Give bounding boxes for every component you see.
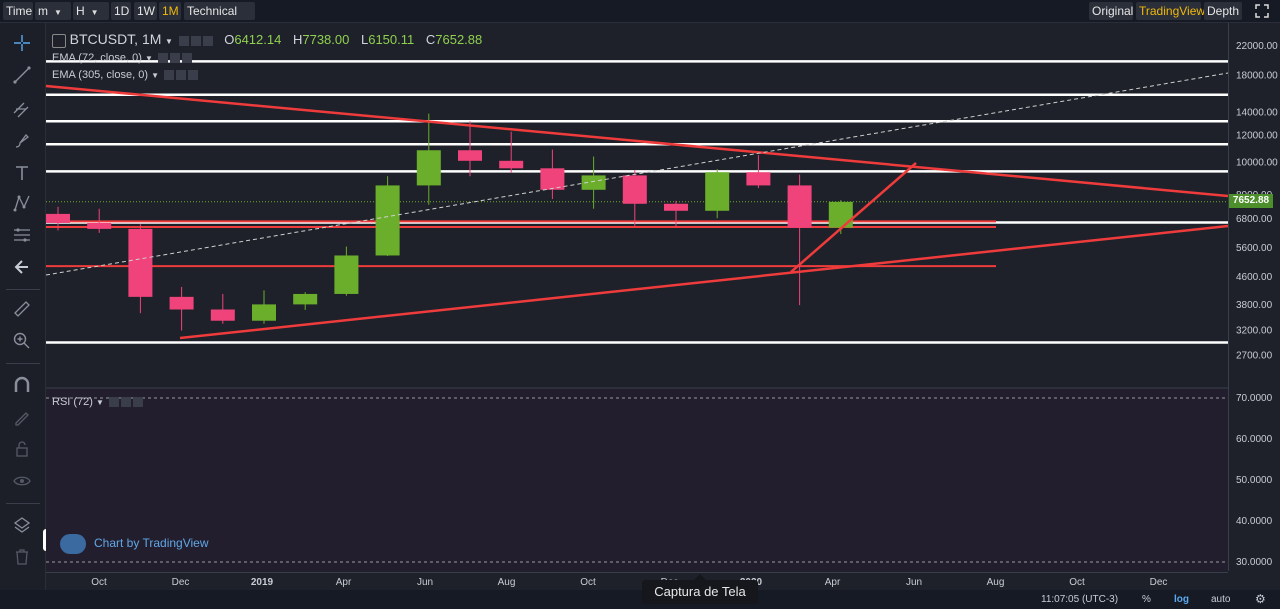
price-axis[interactable]: [1228, 23, 1280, 571]
tradingview-logo-icon: [60, 534, 86, 554]
settings-icon[interactable]: [190, 35, 201, 46]
percent-toggle[interactable]: %: [1142, 594, 1151, 605]
fib-icon[interactable]: [10, 223, 34, 247]
open-value: 6412.14: [234, 32, 282, 47]
rsi-pane[interactable]: [46, 389, 1228, 571]
ruler-icon[interactable]: [10, 297, 34, 321]
tradingview-watermark[interactable]: Chart by TradingView: [60, 534, 209, 554]
crosshair-icon[interactable]: [10, 31, 34, 55]
ema-305-legend[interactable]: EMA (305, close, 0) ▼: [52, 69, 199, 81]
ema-72-legend[interactable]: EMA (72, close, 0) ▼: [52, 52, 192, 64]
price-pane[interactable]: [46, 23, 1228, 388]
last-price-tag: 7652.88: [1229, 194, 1273, 208]
interval-1d-button[interactable]: 1D: [111, 2, 131, 20]
text-icon[interactable]: [10, 161, 34, 185]
tab-original[interactable]: Original: [1089, 2, 1133, 20]
eye-icon[interactable]: [164, 70, 175, 81]
back-arrow-icon[interactable]: [10, 255, 34, 279]
toolbar-divider: [6, 289, 40, 290]
settings-icon[interactable]: [176, 70, 187, 81]
chevron-down-icon: ▼: [54, 8, 62, 17]
technical-indicators-button[interactable]: Technical Ind: [184, 2, 255, 36]
close-value: 7652.88: [435, 32, 483, 47]
gear-icon[interactable]: ⚙: [1255, 592, 1266, 606]
clock-display[interactable]: 11:07:05 (UTC-3): [1041, 594, 1119, 605]
tab-depth[interactable]: Depth: [1204, 2, 1242, 20]
bottom-bar: 11:07:05 (UTC-3) % log auto ⚙: [0, 590, 1280, 609]
magnet-icon[interactable]: [10, 373, 34, 397]
chevron-down-icon[interactable]: ▼: [165, 37, 173, 46]
time-label: Time: [3, 2, 33, 20]
ema-72-label: EMA (72, close, 0): [52, 52, 142, 64]
eye-icon[interactable]: [109, 397, 120, 408]
interval-1m-button[interactable]: 1M: [159, 2, 181, 20]
time-axis[interactable]: [46, 572, 1228, 591]
top-toolbar: Time m▼ H▼ 1D 1W 1M Technical Ind Origin…: [0, 0, 1280, 36]
settings-icon[interactable]: [169, 53, 180, 64]
settings-icon[interactable]: [121, 397, 132, 408]
tab-tradingview[interactable]: TradingView: [1136, 2, 1205, 20]
lock-icon[interactable]: [10, 437, 34, 461]
trash-icon[interactable]: [10, 545, 34, 569]
chevron-down-icon: ▼: [90, 8, 99, 17]
screenshot-tooltip: Captura de Tela: [642, 574, 758, 604]
minute-interval-select[interactable]: m ▼: [35, 2, 71, 20]
close-icon[interactable]: [181, 53, 192, 64]
chevron-down-icon[interactable]: ▼: [144, 54, 153, 63]
symbol-label[interactable]: BTCUSDT, 1M: [69, 31, 162, 47]
interval-1w-button[interactable]: 1W: [134, 2, 157, 20]
pitchfork-icon[interactable]: [10, 97, 34, 121]
hour-select-label: H: [76, 4, 85, 18]
low-value: 6150.11: [368, 32, 415, 47]
eye-icon[interactable]: [10, 469, 34, 493]
watermark-label: Chart by TradingView: [94, 536, 209, 551]
minute-select-label: m: [38, 4, 48, 18]
pattern-icon[interactable]: [10, 191, 34, 215]
brush-icon[interactable]: [10, 129, 34, 153]
settings-icon[interactable]: [178, 35, 189, 46]
trendline-icon[interactable]: [10, 63, 34, 87]
layers-icon[interactable]: [10, 513, 34, 537]
close-icon[interactable]: [202, 35, 213, 46]
toolbar-divider: [6, 503, 40, 504]
close-icon[interactable]: [188, 70, 199, 81]
hour-interval-select[interactable]: H ▼: [73, 2, 109, 20]
ema-305-label: EMA (305, close, 0): [52, 69, 148, 81]
close-label: C: [425, 32, 436, 47]
rsi-legend[interactable]: RSI (72) ▼: [52, 396, 144, 408]
high-label: H: [292, 32, 303, 47]
eye-icon[interactable]: [157, 53, 168, 64]
chart-legend: BTCUSDT, 1M ▼ O6412.14 H7738.00 L6150.11…: [52, 31, 482, 48]
drawing-toolbar: [0, 23, 46, 609]
expand-icon[interactable]: [1254, 3, 1270, 19]
zoom-in-icon[interactable]: [10, 329, 34, 353]
chevron-down-icon[interactable]: ▼: [151, 71, 159, 80]
lock-draw-icon[interactable]: [10, 405, 34, 429]
low-label: L: [360, 32, 369, 47]
toolbar-divider: [6, 363, 40, 364]
chevron-down-icon[interactable]: ▼: [96, 398, 104, 407]
rsi-label: RSI (72): [52, 396, 93, 408]
high-value: 7738.00: [302, 32, 350, 47]
close-icon[interactable]: [133, 397, 144, 408]
open-label: O: [224, 32, 235, 47]
symbol-icon: [52, 33, 66, 48]
log-toggle[interactable]: log: [1174, 594, 1189, 605]
pane-divider[interactable]: [46, 387, 1280, 389]
auto-toggle[interactable]: auto: [1211, 594, 1231, 605]
